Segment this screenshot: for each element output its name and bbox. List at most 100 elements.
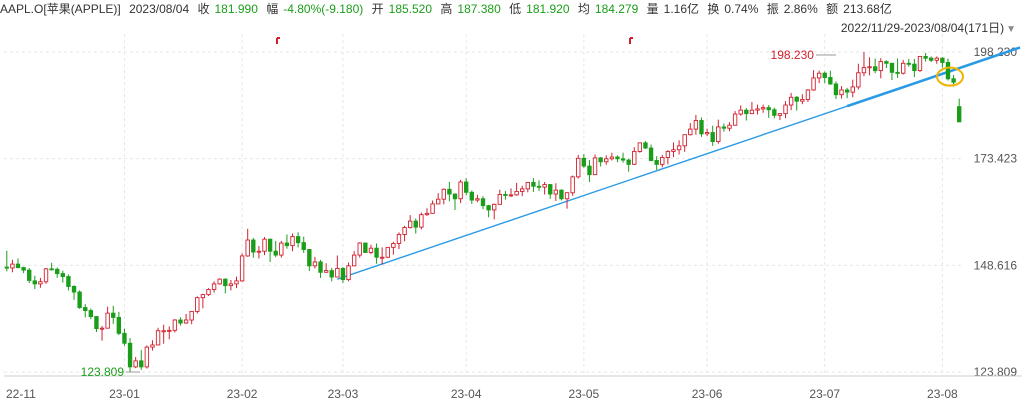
candle-up (155, 330, 161, 346)
candle-down (828, 77, 833, 85)
candle-up (43, 268, 49, 283)
candle-up (385, 246, 390, 258)
candle-up (234, 280, 239, 285)
candle-up (682, 134, 687, 147)
candle-down (329, 270, 334, 278)
candle-up (604, 158, 609, 163)
candle-down (654, 160, 659, 165)
candle-up (570, 176, 575, 194)
candle-down (940, 57, 945, 63)
candle-up (693, 120, 699, 130)
candle-down (469, 191, 474, 201)
candle-up (777, 113, 783, 116)
candle-up (99, 327, 105, 330)
candle-down (127, 342, 133, 368)
candle-up (732, 113, 738, 126)
turnover-label: 换 (707, 2, 720, 16)
candle-up (800, 98, 805, 102)
candle-up (816, 72, 822, 79)
candle-down (503, 194, 508, 196)
candle-up (525, 181, 531, 190)
candle-up (676, 145, 682, 151)
candle-up (133, 360, 138, 368)
candle-down (794, 96, 799, 102)
candle-down (620, 158, 626, 161)
candle-up (200, 294, 206, 299)
candle-down (822, 72, 827, 78)
candle-up (492, 203, 497, 211)
amount-label: 额 (826, 2, 839, 16)
date-range-selector[interactable]: 2022/11/29-2023/08/04(171日) ▼ (841, 19, 1016, 36)
candle-up (195, 297, 200, 312)
candle-down (60, 273, 66, 278)
candle-down (536, 185, 542, 188)
candle-down (486, 205, 491, 211)
candle-down (363, 242, 368, 253)
candle-down (223, 278, 228, 287)
candle-up (105, 312, 110, 329)
candle-down (929, 57, 934, 61)
candle-down (464, 181, 469, 193)
candle-down (844, 89, 850, 93)
x-tick-label: 23-02 (227, 387, 258, 401)
open-label: 开 (371, 2, 384, 16)
change-label: 幅 (266, 2, 279, 16)
candle-down (945, 61, 951, 80)
close-value: 181.990 (214, 2, 258, 16)
candle-up (407, 220, 413, 229)
candle-up (839, 89, 844, 96)
candle-up (402, 227, 407, 235)
candle-up (861, 67, 867, 74)
candle-down (340, 267, 346, 281)
candle-down (531, 181, 536, 187)
candle-down (251, 239, 256, 253)
candle-down (906, 62, 911, 65)
candle-down (55, 268, 60, 275)
x-tick-label: 23-08 (927, 387, 958, 401)
candle-down (295, 236, 301, 244)
volume-label: 量 (646, 2, 659, 16)
amplitude-label: 振 (766, 2, 779, 16)
candle-down (957, 106, 962, 123)
candle-down (643, 142, 648, 149)
candle-down (598, 157, 603, 163)
candle-down (77, 291, 82, 308)
candle-down (413, 220, 418, 228)
candle-down (833, 83, 839, 96)
candle-down (447, 188, 452, 195)
candle-down (139, 360, 144, 368)
candle-up (716, 126, 721, 143)
candle-up (144, 346, 150, 368)
candle-up (671, 149, 676, 152)
candle-up (279, 242, 284, 256)
candle-down (626, 159, 631, 165)
avg-value: 184.279 (594, 2, 639, 16)
candle-up (878, 61, 883, 72)
candle-up (391, 243, 396, 248)
candle-down (548, 184, 553, 195)
candle-up (811, 77, 816, 91)
open-value: 185.520 (388, 2, 433, 16)
y-tick-label: 173.423 (974, 152, 1018, 166)
event-flag-icon (629, 37, 633, 44)
x-tick-label: 23-04 (451, 387, 482, 401)
candle-up (256, 250, 262, 253)
y-tick-label: 198.230 (974, 45, 1018, 59)
candle-down (116, 316, 122, 334)
candle-down (766, 107, 771, 111)
candle-up (564, 192, 570, 200)
candle-up (850, 86, 855, 93)
y-tick-label: 148.616 (974, 258, 1018, 272)
candle-up (805, 89, 811, 100)
candle-down (88, 310, 94, 318)
candle-up (150, 344, 155, 348)
candle-up (262, 238, 267, 252)
candle-up (351, 254, 357, 267)
candle-up (346, 265, 351, 281)
quote-date: 2023/08/04 (129, 2, 190, 16)
candle-down (307, 249, 312, 267)
high-label: 高 (440, 2, 453, 16)
candle-down (699, 120, 704, 135)
candle-up (508, 194, 514, 197)
